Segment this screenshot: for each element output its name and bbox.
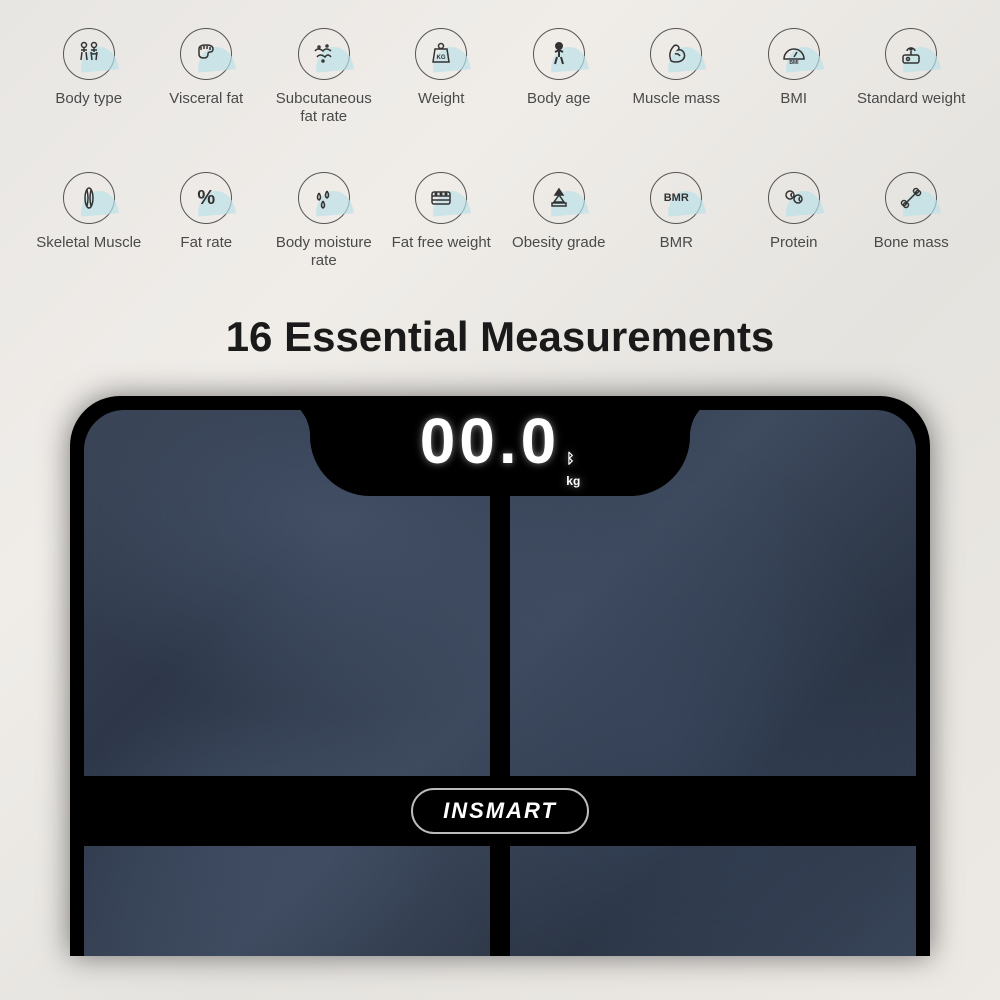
muscle-mass-icon: [650, 28, 702, 80]
icon-bone-mass: Bone mass: [853, 164, 971, 278]
icon-weight: KG Weight: [383, 20, 501, 134]
weight-reading: 00.0: [420, 404, 561, 478]
icon-label: Body age: [527, 90, 590, 108]
icon-label: Bone mass: [874, 234, 949, 252]
bmi-icon: BMI: [768, 28, 820, 80]
icon-label: Skeletal Muscle: [36, 234, 141, 252]
icon-obesity-grade: Obesity grade: [500, 164, 618, 278]
scale-display-notch: 00.0 ᛒ kg: [310, 396, 690, 496]
subcutaneous-fat-icon: [298, 28, 350, 80]
bone-mass-icon: [885, 172, 937, 224]
icon-row-2: Skeletal Muscle % Fat rate Body moisture…: [0, 144, 1000, 288]
icon-standard-weight: Standard weight: [853, 20, 971, 134]
icon-label: Obesity grade: [512, 234, 605, 252]
protein-icon: [768, 172, 820, 224]
weight-unit: kg: [566, 474, 580, 488]
icon-row-1: Body type Visceral fat Subcutaneous fat …: [0, 0, 1000, 144]
bmr-icon: BMR: [650, 172, 702, 224]
icon-bmr: BMR BMR: [618, 164, 736, 278]
icon-label: Muscle mass: [632, 90, 720, 108]
icon-fat-free-weight: Fat free weight: [383, 164, 501, 278]
icon-body-type: Body type: [30, 20, 148, 134]
icon-visceral-fat: Visceral fat: [148, 20, 266, 134]
body-moisture-icon: [298, 172, 350, 224]
visceral-fat-icon: [180, 28, 232, 80]
icon-label: Standard weight: [857, 90, 965, 108]
icon-label: Fat rate: [180, 234, 232, 252]
scale-divider-vertical: [490, 496, 510, 956]
bluetooth-icon: ᛒ: [566, 450, 580, 466]
icon-skeletal-muscle: Skeletal Muscle: [30, 164, 148, 278]
headline-text: 16 Essential Measurements: [0, 313, 1000, 361]
weight-icon: KG: [415, 28, 467, 80]
icon-label: Fat free weight: [392, 234, 491, 252]
brand-badge: INSMART: [411, 788, 589, 834]
scale-divider-horizontal: INSMART: [84, 776, 916, 846]
icon-bmi: BMI BMI: [735, 20, 853, 134]
icon-body-age: Body age: [500, 20, 618, 134]
icon-label: Visceral fat: [169, 90, 243, 108]
icon-label: Subcutaneous fat rate: [269, 90, 379, 126]
icon-fat-rate: % Fat rate: [148, 164, 266, 278]
icon-muscle-mass: Muscle mass: [618, 20, 736, 134]
icon-label: Body type: [55, 90, 122, 108]
icon-protein: Protein: [735, 164, 853, 278]
fat-free-weight-icon: [415, 172, 467, 224]
icon-subcutaneous-fat: Subcutaneous fat rate: [265, 20, 383, 134]
icon-label: BMI: [780, 90, 807, 108]
svg-text:BMI: BMI: [789, 60, 799, 66]
weight-display: 00.0 ᛒ kg: [420, 404, 581, 488]
standard-weight-icon: [885, 28, 937, 80]
body-age-icon: [533, 28, 585, 80]
skeletal-muscle-icon: [63, 172, 115, 224]
fat-rate-icon: %: [180, 172, 232, 224]
icon-label: Weight: [418, 90, 464, 108]
body-type-icon: [63, 28, 115, 80]
icon-body-moisture: Body moisture rate: [265, 164, 383, 278]
icon-label: Protein: [770, 234, 818, 252]
icon-label: BMR: [660, 234, 693, 252]
svg-text:KG: KG: [437, 55, 446, 61]
scale-device: INSMART 00.0 ᛒ kg: [70, 396, 930, 956]
obesity-grade-icon: [533, 172, 585, 224]
icon-label: Body moisture rate: [269, 234, 379, 270]
